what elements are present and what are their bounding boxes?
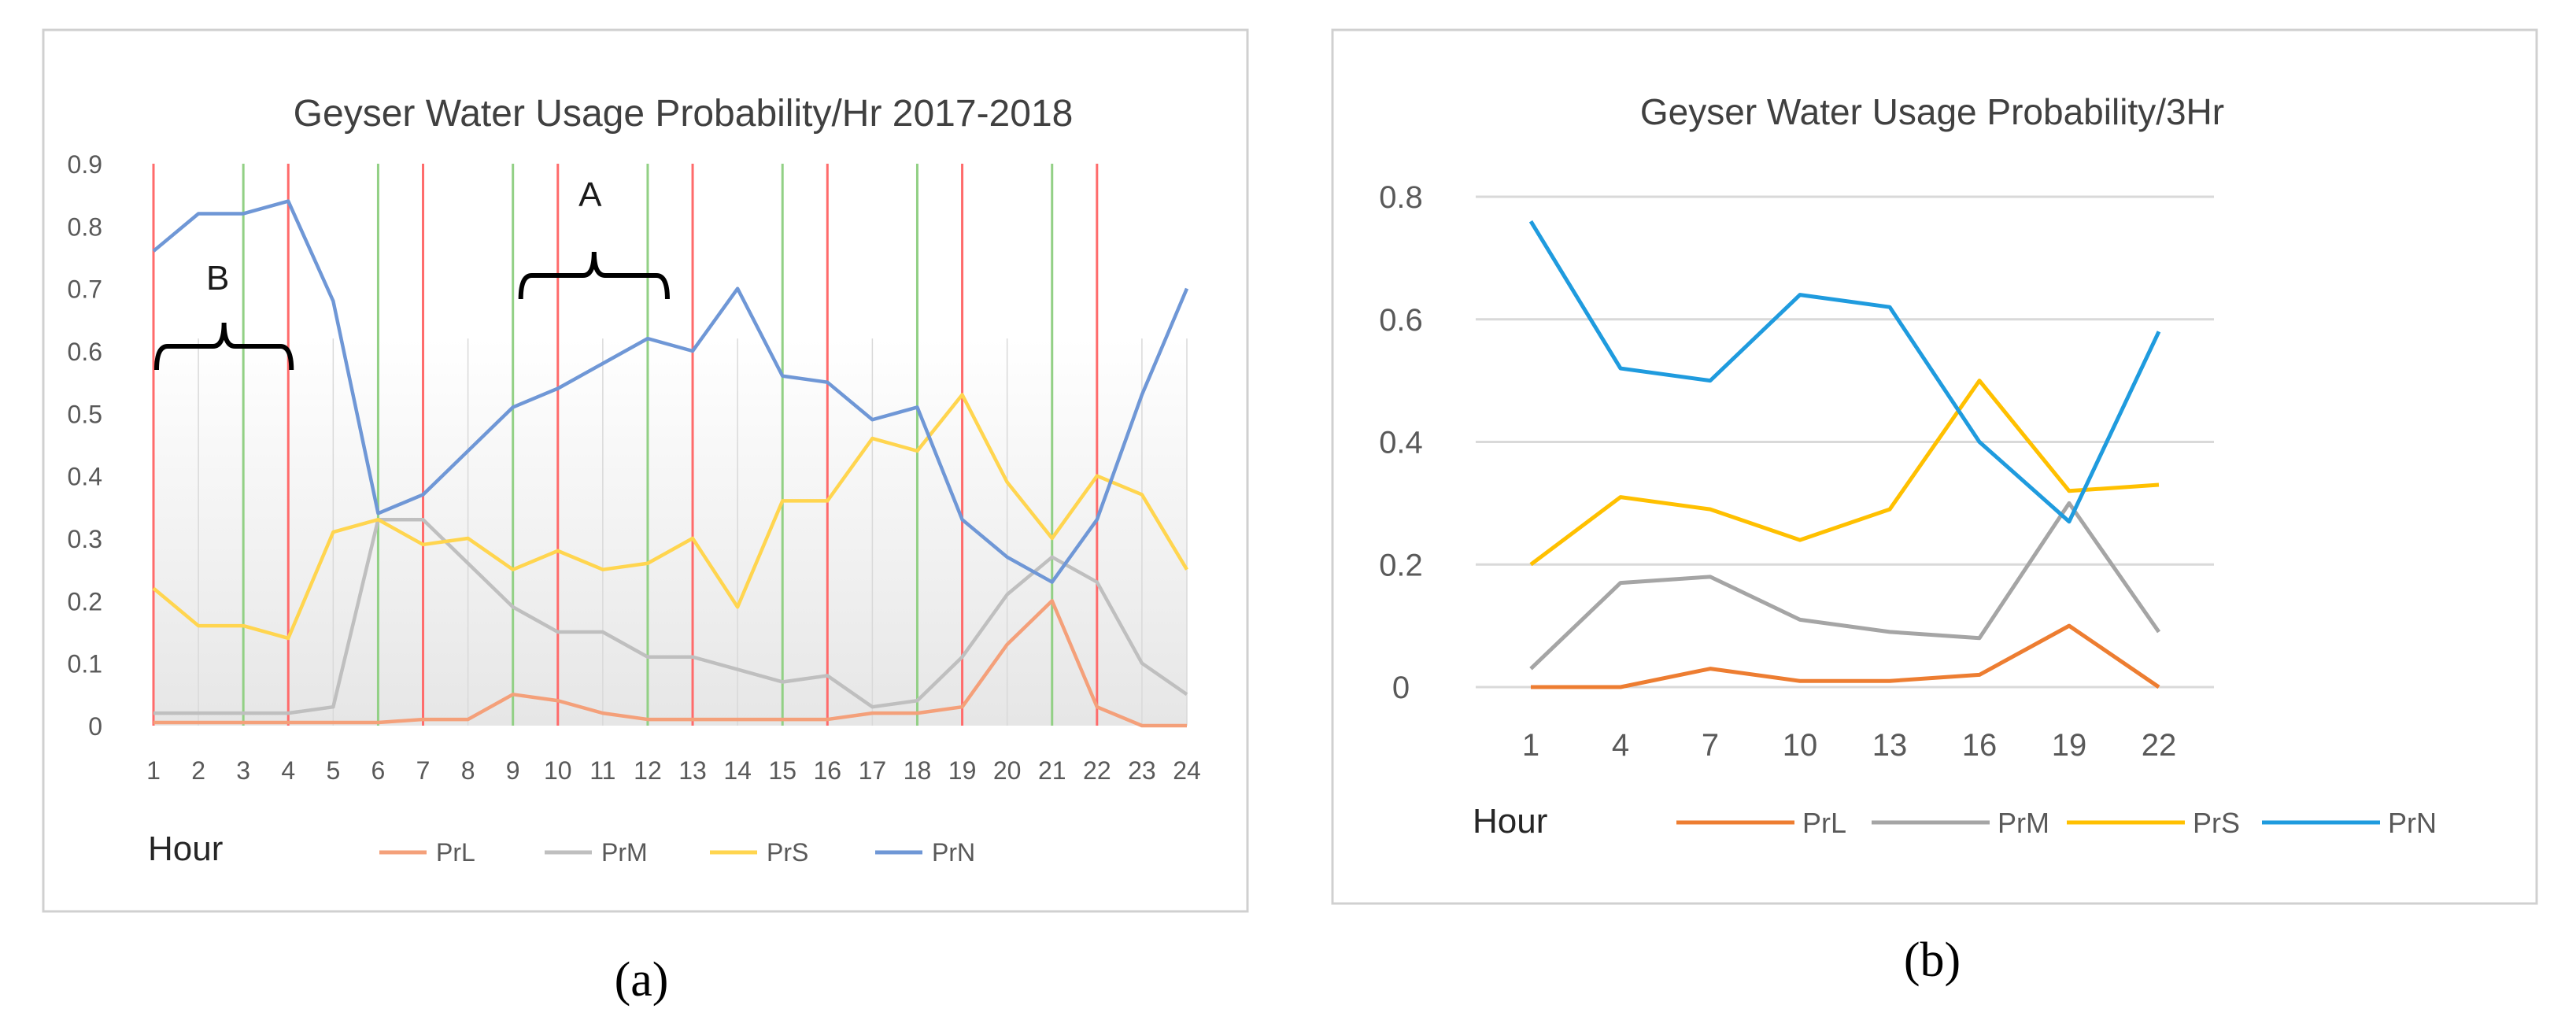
y-tick-label: 0 bbox=[88, 712, 102, 741]
panel-b-legend: PrL PrM PrS PrN bbox=[1676, 807, 2437, 839]
series-line-PrM bbox=[1529, 501, 2161, 671]
x-tick-label: 20 bbox=[993, 756, 1022, 785]
annotation-label-b: B bbox=[206, 259, 229, 298]
x-tick-label: 3 bbox=[236, 756, 250, 785]
annotation-label-a: A bbox=[578, 176, 602, 214]
series-line-PrM bbox=[153, 517, 1188, 715]
panel-b-y-axis: 0 0.2 0.4 0.6 0.8 bbox=[1379, 180, 1423, 705]
legend-label-PrS: PrS bbox=[767, 838, 808, 867]
y-tick-label: 0.8 bbox=[1379, 180, 1423, 215]
x-tick-label: 10 bbox=[544, 756, 572, 785]
y-tick-label: 0.2 bbox=[68, 587, 102, 615]
series-line-PrS bbox=[1529, 379, 2160, 567]
panel-a-annotations: AB bbox=[154, 176, 670, 371]
panel-a-vertical-markers bbox=[152, 164, 1188, 726]
panel-b-title: Geyser Water Usage Probability/3Hr bbox=[1640, 91, 2224, 132]
panel-a-plot-area bbox=[153, 338, 1187, 726]
brace-b bbox=[154, 322, 294, 371]
x-tick-label: 16 bbox=[814, 756, 842, 785]
caption-b: (b) bbox=[1904, 933, 1961, 987]
y-tick-label: 0.1 bbox=[68, 650, 102, 678]
x-tick-label: 11 bbox=[589, 756, 615, 785]
series-line-PrN bbox=[152, 199, 1189, 584]
chart-panel-a: 00.10.20.30.40.50.60.70.80.9 1 2 3 4 5 6 7 8 9 10… bbox=[42, 28, 1249, 913]
x-tick-label: 24 bbox=[1173, 756, 1201, 785]
y-tick-label: 0.9 bbox=[68, 150, 102, 179]
y-tick-label: 0.8 bbox=[68, 213, 102, 241]
legend-label-PrM: PrM bbox=[601, 838, 648, 867]
x-tick-label: 6 bbox=[371, 756, 386, 785]
y-tick-label: 0.7 bbox=[68, 275, 102, 304]
legend-label-PrL: PrL bbox=[1802, 807, 1846, 839]
panel-a-x-axis: 1 2 3 4 5 6 7 8 9 10 11 12 13 14 15 16 17 18 19 20 21 22 23 24 bbox=[146, 756, 1201, 785]
x-tick-label: 1 bbox=[1522, 728, 1539, 763]
x-tick-label: 2 bbox=[191, 756, 205, 785]
y-tick-label: 0.4 bbox=[68, 463, 102, 491]
x-tick-label: 4 bbox=[281, 756, 295, 785]
x-tick-label: 13 bbox=[678, 756, 707, 785]
x-tick-label: 22 bbox=[2142, 728, 2177, 763]
caption-a: (a) bbox=[615, 953, 669, 1007]
x-tick-label: 15 bbox=[768, 756, 796, 785]
series-line-PrS bbox=[152, 393, 1188, 641]
x-tick-label: 19 bbox=[948, 756, 977, 785]
panel-a-y-axis: 0 0.1 0.2 0.3 0.4 0.5 0.6 0.7 0.8 0.9 bbox=[68, 150, 102, 741]
x-tick-label: 7 bbox=[416, 756, 431, 785]
x-tick-label: 21 bbox=[1038, 756, 1066, 785]
panel-a-series bbox=[152, 199, 1189, 728]
panel-b-x-label: Hour bbox=[1473, 802, 1547, 841]
x-tick-label: 13 bbox=[1872, 728, 1908, 763]
legend-label-PrN: PrN bbox=[2388, 807, 2437, 839]
series-line-PrN bbox=[1528, 220, 2161, 524]
legend-label-PrS: PrS bbox=[2193, 807, 2240, 839]
y-tick-label: 0.5 bbox=[68, 400, 102, 428]
x-tick-label: 7 bbox=[1702, 728, 1719, 763]
legend-label-PrL: PrL bbox=[436, 838, 475, 867]
y-tick-label: 0.3 bbox=[68, 525, 102, 553]
x-tick-label: 19 bbox=[2052, 728, 2087, 763]
legend-label-PrN: PrN bbox=[932, 838, 975, 867]
panel-b-x-axis: 1 4 7 10 13 16 19 22 bbox=[1522, 728, 2176, 763]
panel-a-legend: PrL PrM PrS PrN bbox=[379, 838, 975, 867]
panel-b-series bbox=[1528, 220, 2161, 689]
x-tick-label: 18 bbox=[904, 756, 932, 785]
y-tick-label: 0.6 bbox=[68, 338, 102, 366]
x-tick-label: 17 bbox=[859, 756, 887, 785]
x-tick-label: 5 bbox=[326, 756, 340, 785]
x-tick-label: 9 bbox=[506, 756, 520, 785]
y-tick-label: 0.2 bbox=[1379, 548, 1423, 582]
x-tick-label: 10 bbox=[1783, 728, 1818, 763]
x-tick-label: 14 bbox=[723, 756, 752, 785]
series-line-PrL bbox=[153, 599, 1187, 728]
x-tick-label: 8 bbox=[461, 756, 475, 785]
panel-a-title: Geyser Water Usage Probability/Hr 2017-2… bbox=[294, 93, 1074, 135]
chart-panel-b: 0 0.2 0.4 0.6 0.8 1 4 7 10 13 16 19 22 PrL PrM PrS PrN… bbox=[1331, 28, 2538, 905]
y-tick-label: 0 bbox=[1392, 671, 1410, 705]
x-tick-label: 22 bbox=[1083, 756, 1111, 785]
x-tick-label: 16 bbox=[1962, 728, 1998, 763]
brace-a bbox=[518, 251, 670, 300]
panel-b-frame bbox=[1331, 28, 2538, 905]
panel-a-plot-background bbox=[153, 338, 1187, 726]
y-tick-label: 0.6 bbox=[1379, 303, 1423, 338]
x-tick-label: 12 bbox=[634, 756, 662, 785]
series-line-PrL bbox=[1531, 623, 2160, 689]
x-tick-label: 23 bbox=[1128, 756, 1156, 785]
x-tick-label: 4 bbox=[1612, 728, 1629, 763]
y-tick-label: 0.4 bbox=[1379, 426, 1423, 460]
legend-label-PrM: PrM bbox=[1998, 807, 2049, 839]
x-tick-label: 1 bbox=[146, 756, 161, 785]
panel-a-x-label: Hour bbox=[148, 830, 223, 868]
